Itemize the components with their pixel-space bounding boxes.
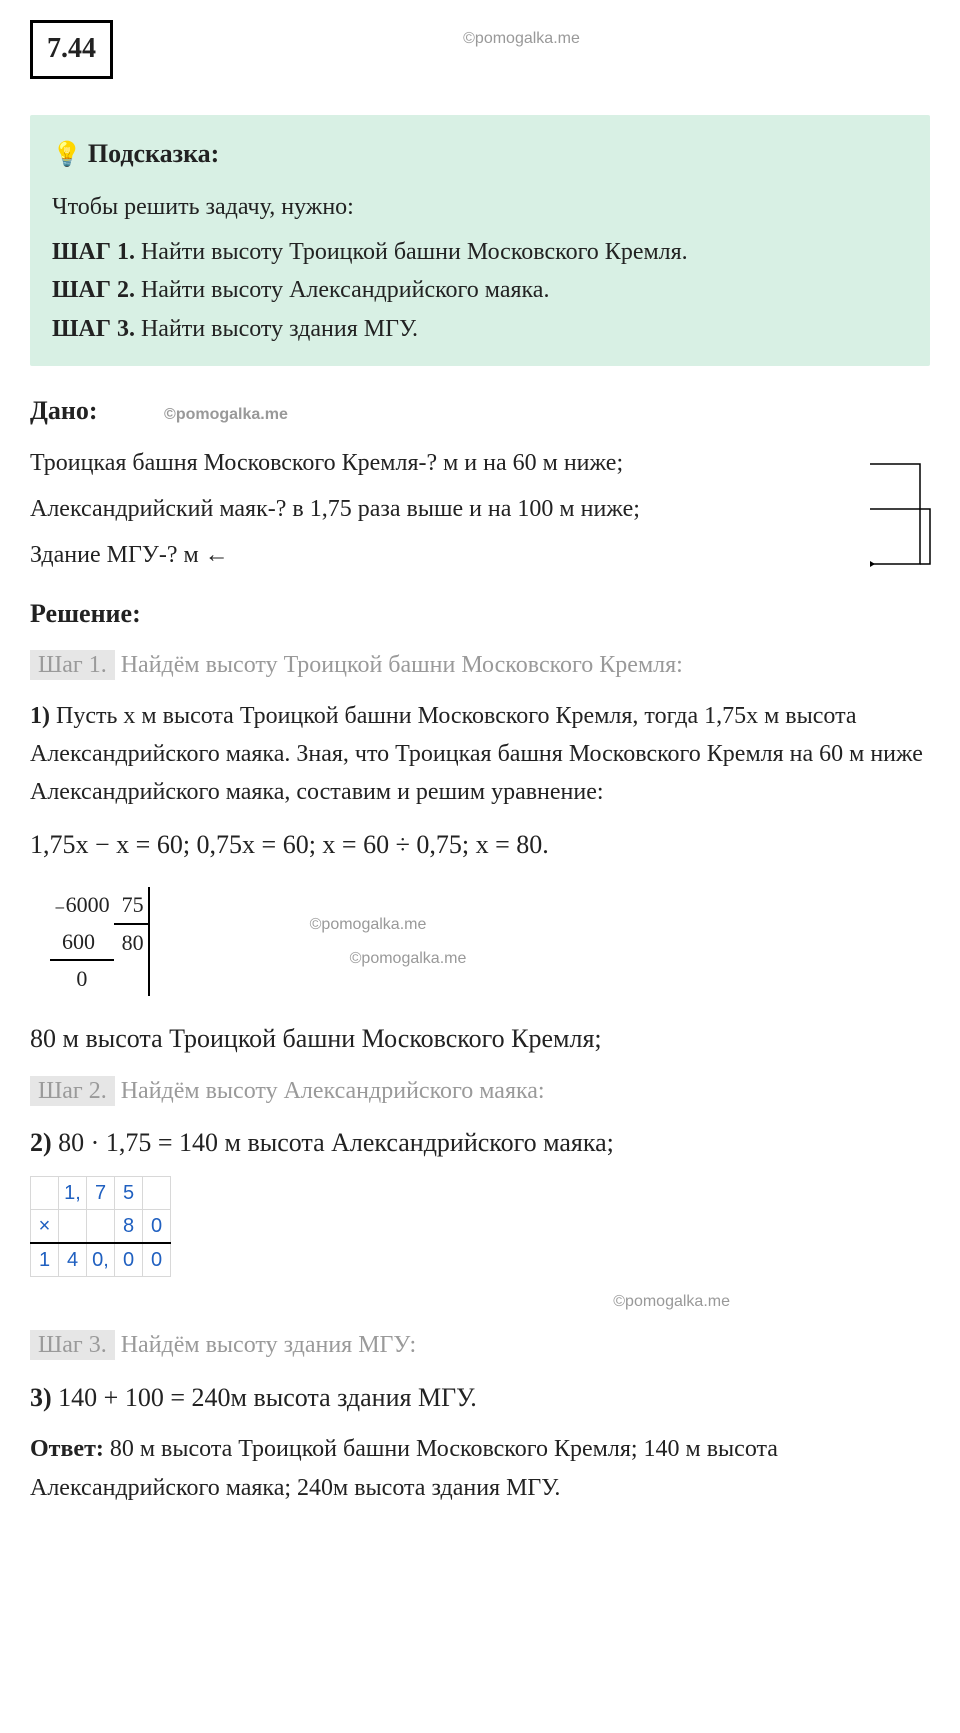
multiplication-table: 1, 7 5 × 8 0 1 4 0, 0 0 (30, 1176, 171, 1277)
mult-cell: 0, (87, 1243, 115, 1277)
step3-label: Шаг 3. (30, 1330, 115, 1360)
para-num: 1) (30, 703, 50, 729)
step3-desc: Найдём высоту здания МГУ: (115, 1332, 416, 1358)
hint-step-1: ШАГ 1. Найти высоту Троицкой башни Моско… (52, 233, 908, 271)
divisor: 75 (122, 892, 144, 917)
step2-header: Шаг 2. Найдём высоту Александрийского ма… (30, 1072, 930, 1110)
problem-number: 7.44 (30, 20, 113, 79)
mult-cell: 0 (143, 1209, 171, 1243)
mult-cell: 5 (115, 1176, 143, 1209)
remainder: 0 (76, 966, 87, 991)
given-title: Дано: ©pomogalka.me (30, 390, 930, 432)
step1-result: 80 м высота Троицкой башни Московского К… (30, 1018, 930, 1060)
step-text: Найти высоту Троицкой башни Московского … (135, 239, 688, 265)
given-title-text: Дано: (30, 396, 98, 425)
mult-cell (31, 1176, 59, 1209)
given-line-3: Здание МГУ-? м ← (30, 536, 930, 574)
hint-intro: Чтобы решить задачу, нужно: (52, 188, 908, 226)
watermark-top: ©pomogalka.me (113, 26, 930, 52)
dividend: 6000 (66, 892, 110, 917)
sub1: 600 (62, 929, 95, 954)
hint-box: 💡Подсказка: Чтобы решить задачу, нужно: … (30, 115, 930, 366)
mult-cell (59, 1209, 87, 1243)
step3-header: Шаг 3. Найдём высоту здания МГУ: (30, 1326, 930, 1364)
arrow-icon (870, 454, 940, 584)
mult-cell: 1, (59, 1176, 87, 1209)
step2-equation: 2) 80 · 1,75 = 140 м высота Александрийс… (30, 1122, 930, 1164)
mult-cell (87, 1209, 115, 1243)
step1-paragraph: 1) Пусть x м высота Троицкой башни Моско… (30, 697, 930, 812)
mult-cell: 8 (115, 1209, 143, 1243)
hint-step-3: ШАГ 3. Найти высоту здания МГУ. (52, 310, 908, 348)
hint-title-text: Подсказка: (88, 139, 219, 168)
answer-text: 80 м высота Троицкой башни Московского К… (30, 1436, 778, 1500)
step3-num: 3) (30, 1383, 52, 1412)
given-line-1: Троицкая башня Московского Кремля-? м и … (30, 444, 930, 482)
quotient: 80 (122, 930, 144, 955)
step-text: Найти высоту здания МГУ. (135, 316, 418, 342)
mult-cell: 7 (87, 1176, 115, 1209)
mult-cell: 0 (143, 1243, 171, 1277)
division-work: ₋6000 75 600 80 0 (50, 887, 150, 996)
mult-cell: 0 (115, 1243, 143, 1277)
mult-cell (143, 1176, 171, 1209)
step3-eq-text: 140 + 100 = 240м высота здания МГУ. (52, 1383, 477, 1412)
answer-label: Ответ: (30, 1436, 104, 1462)
para-text: Пусть x м высота Троицкой башни Московск… (30, 703, 923, 806)
given-line-2: Александрийский маяк-? в 1,75 раза выше … (30, 490, 930, 528)
step1-header: Шаг 1. Найдём высоту Троицкой башни Моск… (30, 646, 930, 684)
step2-eq-text: 80 · 1,75 = 140 м высота Александрийског… (52, 1128, 614, 1157)
mult-cell: × (31, 1209, 59, 1243)
step1-desc: Найдём высоту Троицкой башни Московского… (115, 652, 683, 678)
step2-label: Шаг 2. (30, 1076, 115, 1106)
step-label: ШАГ 3. (52, 316, 135, 342)
step3-equation: 3) 140 + 100 = 240м высота здания МГУ. (30, 1377, 930, 1419)
watermark-given: ©pomogalka.me (164, 406, 288, 423)
step1-label: Шаг 1. (30, 650, 115, 680)
mult-cell: 1 (31, 1243, 59, 1277)
solution-title: Решение: (30, 593, 930, 635)
step-label: ШАГ 2. (52, 277, 135, 303)
step-text: Найти высоту Александрийского маяка. (135, 277, 550, 303)
watermark-step2: ©pomogalka.me (30, 1289, 730, 1315)
watermark-div1: ©pomogalka.me (270, 912, 467, 938)
answer-line: Ответ: 80 м высота Троицкой башни Москов… (30, 1430, 930, 1507)
hint-step-2: ШАГ 2. Найти высоту Александрийского мая… (52, 271, 908, 309)
step2-desc: Найдём высоту Александрийского маяка: (115, 1078, 545, 1104)
step2-num: 2) (30, 1128, 52, 1157)
bulb-icon: 💡 (52, 142, 82, 168)
step-label: ШАГ 1. (52, 239, 135, 265)
step1-equation: 1,75x − x = 60; 0,75x = 60; x = 60 ÷ 0,7… (30, 824, 930, 866)
watermark-div2: ©pomogalka.me (350, 946, 467, 972)
mult-cell: 4 (59, 1243, 87, 1277)
hint-title: 💡Подсказка: (52, 133, 908, 175)
